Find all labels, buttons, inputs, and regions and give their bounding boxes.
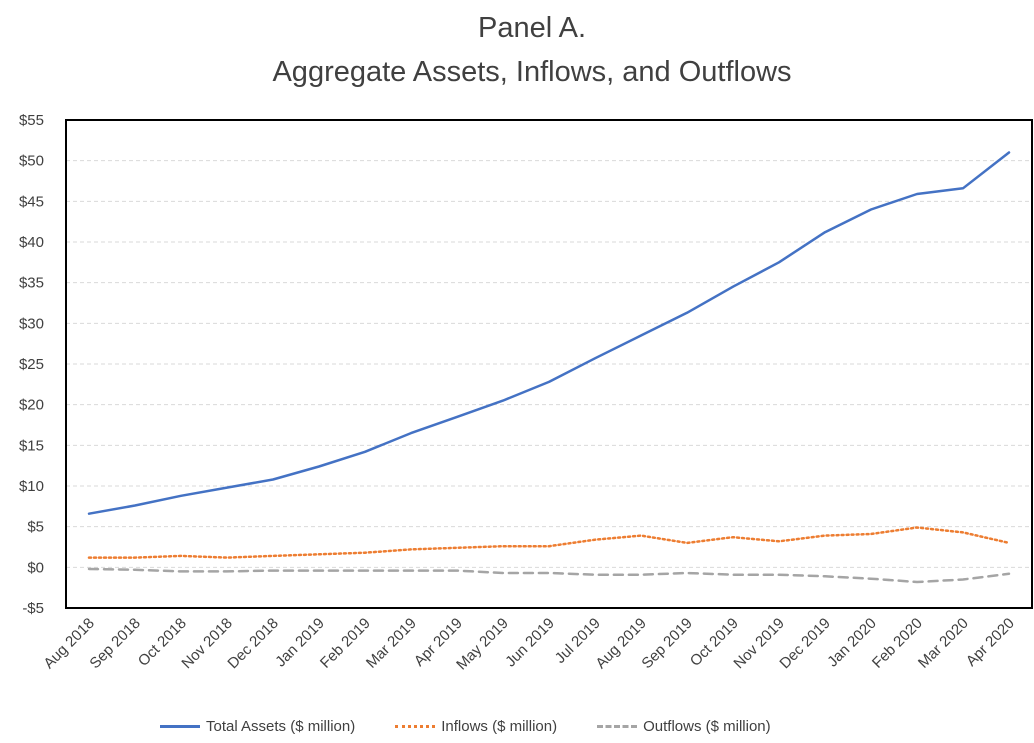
y-tick-label: -$5 [22,600,44,617]
legend-label-inflows: Inflows ($ million) [441,718,558,735]
chart-title: Panel A. [477,12,587,44]
series-line-2 [87,567,1011,584]
y-tick-label: $15 [19,437,44,454]
y-tick-label: $45 [19,193,44,210]
y-tick-label: $50 [19,153,44,170]
chart-subtitle: Aggregate Assets, Inflows, and Outflows [272,56,792,88]
legend-item-outflows: Outflows ($ million) [597,718,771,735]
legend-label-total-assets: Total Assets ($ million) [206,718,356,735]
legend-swatch-total-assets [160,725,200,728]
x-tick-label: Sep 2019 [638,615,695,672]
legend-swatch-outflows [597,725,638,728]
y-tick-label: $35 [19,275,44,292]
x-tick-label: Mar 2020 [915,615,972,672]
series-line-1 [87,526,1011,559]
legend-label-outflows: Outflows ($ million) [643,718,771,735]
y-tick-label: $0 [27,559,44,576]
series-line-0 [87,151,1011,515]
y-tick-label: $30 [19,315,44,332]
y-tick-label: $20 [19,397,44,414]
plot-area-border [65,119,1033,609]
x-tick-label: Mar 2019 [363,615,420,672]
x-tick-label: Jun 2019 [502,615,558,671]
legend: Total Assets ($ million) Inflows ($ mill… [160,718,811,735]
y-tick-label: $10 [19,478,44,495]
legend-item-total-assets: Total Assets ($ million) [160,718,355,735]
y-tick-label: $40 [19,234,44,251]
x-tick-label: Sep 2018 [86,615,143,672]
x-tick-label: Dec 2018 [224,615,281,672]
legend-item-inflows: Inflows ($ million) [395,718,557,735]
x-tick-label: Dec 2019 [776,615,833,672]
x-tick-label: Apr 2020 [963,615,1018,670]
legend-swatch-inflows [395,725,436,728]
y-tick-label: $55 [19,112,44,129]
y-tick-label: $5 [27,519,44,536]
y-tick-label: $25 [19,356,44,373]
